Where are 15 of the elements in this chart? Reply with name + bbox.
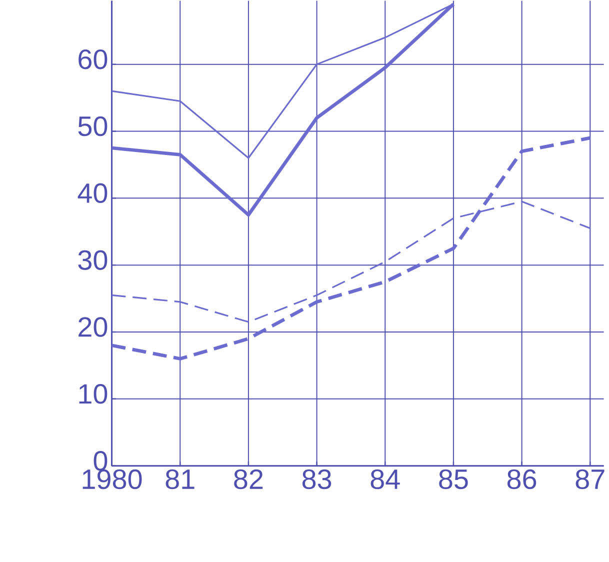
x-tick-label: 83	[302, 470, 332, 490]
y-tick-label: 0	[94, 451, 108, 471]
x-tick-label: 86	[507, 470, 536, 490]
y-tick-label: 30	[78, 250, 108, 270]
x-tick-label: 84	[370, 470, 400, 490]
y-tick-label: 10	[79, 384, 108, 404]
y-tick-label: 40	[78, 183, 108, 204]
x-tick-label: 81	[166, 470, 194, 490]
y-tick-label: 60	[78, 50, 108, 70]
x-tick-label: 87	[576, 470, 604, 490]
x-tick-label: 85	[439, 470, 468, 490]
x-tick-label: 1980	[82, 470, 142, 490]
x-tick-label: 82	[234, 470, 263, 490]
y-tick-label: 20	[78, 317, 108, 338]
y-tick-label: 50	[78, 116, 108, 136]
